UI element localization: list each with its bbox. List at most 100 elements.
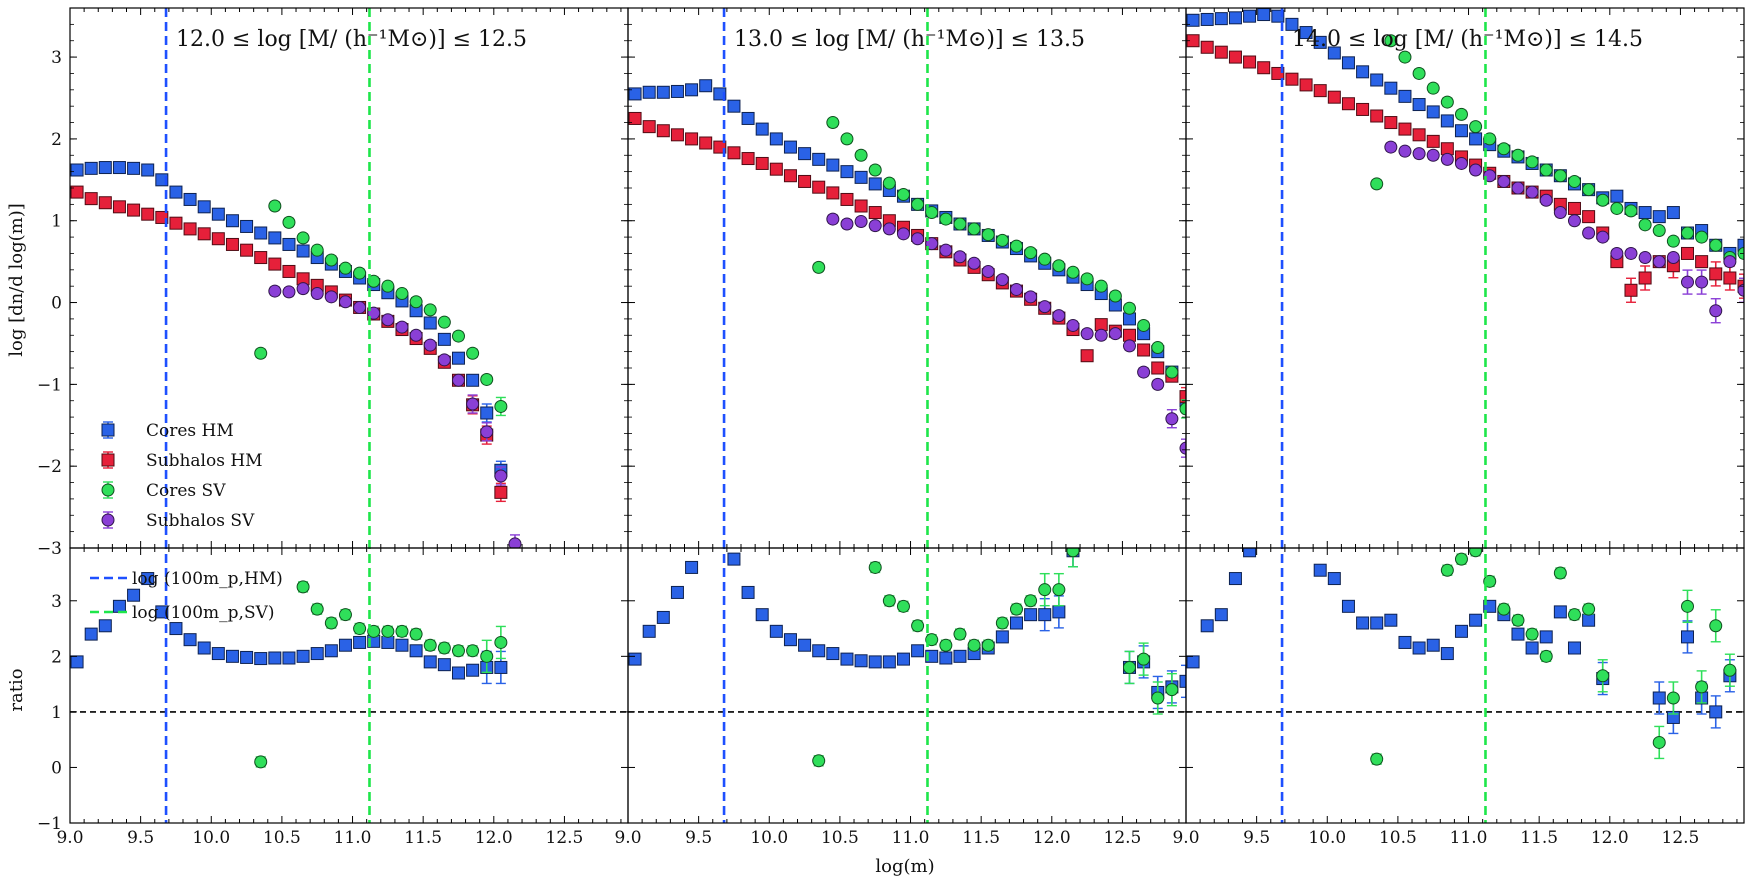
data-point [854,215,868,229]
data-point [141,163,155,177]
data-point [1723,663,1737,677]
data-point [670,585,684,599]
data-point [656,610,670,624]
data-point [953,217,967,231]
data-point [1567,201,1581,215]
data-point [1038,608,1052,622]
data-point [1695,275,1709,289]
top-frame [1185,7,1745,549]
data-point [783,140,797,154]
x-tick-label: 9.5 [1243,828,1270,848]
data-point [1426,638,1440,652]
data-point [240,650,254,664]
data-point [1384,140,1398,154]
data-point [451,373,465,387]
data-point [1737,238,1744,252]
data-point [310,287,324,301]
data-point [466,346,480,360]
data-point [1440,647,1454,661]
data-point [1257,8,1271,22]
series-subhalos-sv [826,212,1186,458]
data-point [1680,246,1694,260]
data-point [1327,90,1341,104]
series-cores-sv [254,199,508,417]
data-point [656,124,670,138]
data-point [1384,81,1398,95]
data-point [381,624,395,638]
data-point [1469,548,1483,558]
data-point [268,284,282,298]
data-point [395,320,409,334]
data-point [685,132,699,146]
data-point [953,649,967,663]
data-point [1737,283,1744,297]
data-point [211,207,225,221]
data-point [1356,102,1370,116]
data-point [423,655,437,669]
data-point [1723,255,1737,269]
data-point [1624,283,1638,297]
data-point [1151,341,1165,355]
data-point [840,165,854,179]
y-tick-label-top: 0 [51,294,62,314]
data-point [1426,81,1440,95]
data-point [225,649,239,663]
data-point [981,228,995,242]
legend-marker [101,513,115,527]
data-point [1511,148,1525,162]
data-point [1370,752,1384,766]
data-point [1122,660,1136,674]
data-point [254,251,268,265]
series-subhalos-hm [628,111,1186,407]
data-point [183,222,197,236]
data-point [1652,210,1666,224]
data-point [466,663,480,677]
data-point [84,627,98,641]
data-point [1341,97,1355,111]
data-point [1582,183,1596,197]
data-point [741,585,755,599]
data-point [1327,572,1341,586]
data-point [1214,12,1228,26]
data-point [1137,318,1151,332]
data-point [423,316,437,330]
data-point [296,231,310,245]
data-point [381,635,395,649]
legend-label: Cores SV [146,481,226,501]
data-point [1228,11,1242,25]
data-point [826,212,840,226]
series-cores-hm [628,79,1186,411]
data-point [112,599,126,613]
data-point [1497,174,1511,188]
data-point [1412,98,1426,112]
data-point [656,85,670,99]
data-point [240,243,254,257]
data-point [197,227,211,241]
data-point [854,170,868,184]
data-point [1695,255,1709,269]
data-point [169,185,183,199]
data-point [685,560,699,574]
data-point [812,644,826,658]
data-point [882,655,896,669]
data-point [112,161,126,175]
data-point [1137,652,1151,666]
data-point [1440,95,1454,109]
data-point [1165,683,1179,697]
data-point [896,188,910,202]
x-tick-label: 9.0 [614,828,641,848]
data-point [670,84,684,98]
data-point [353,300,367,314]
data-point [1285,17,1299,31]
panel-title: 14.0 ≤ log [M/ (h⁻¹M⊙)] ≤ 14.5 [1292,27,1643,52]
data-point [225,214,239,228]
data-point [466,373,480,387]
data-point [1709,705,1723,719]
data-point [840,192,854,206]
data-point [868,219,882,233]
data-point [826,116,840,130]
data-point [1412,128,1426,142]
data-point [1610,189,1624,203]
data-point [798,147,812,161]
data-point [437,315,451,329]
